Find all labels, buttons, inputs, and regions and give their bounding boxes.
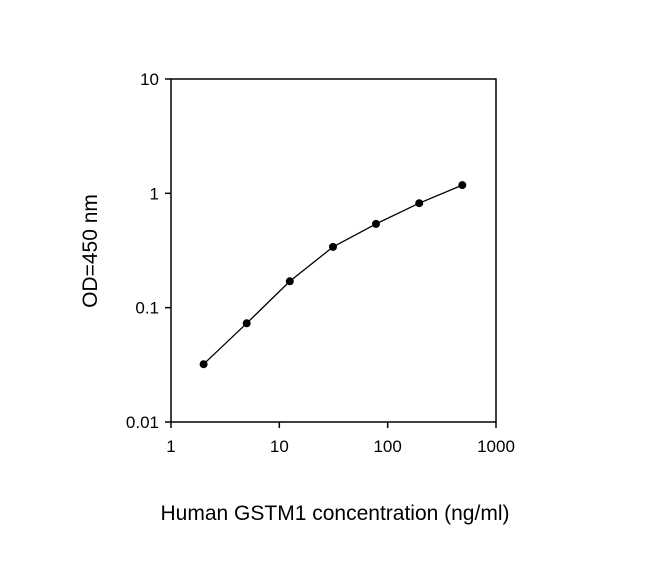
data-point bbox=[372, 219, 380, 228]
x-axis: 1 10 100 1000 bbox=[166, 422, 515, 456]
series-line bbox=[203, 184, 463, 365]
x-tick-label: 1 bbox=[166, 437, 175, 456]
y-tick-label: 1 bbox=[150, 184, 159, 203]
y-axis-title: OD=450 nm bbox=[79, 194, 102, 308]
data-point bbox=[242, 319, 251, 328]
data-point bbox=[415, 199, 424, 208]
y-tick-label: 0.01 bbox=[126, 413, 159, 432]
plot-frame bbox=[170, 78, 497, 423]
y-tick-label: 10 bbox=[140, 70, 159, 89]
data-series bbox=[199, 181, 467, 369]
data-point bbox=[199, 360, 208, 369]
x-tick-label: 1000 bbox=[477, 437, 515, 456]
y-tick-label: 0.1 bbox=[135, 299, 159, 318]
data-point bbox=[329, 242, 337, 251]
data-point bbox=[458, 181, 467, 190]
data-point bbox=[285, 277, 294, 286]
x-tick-label: 10 bbox=[270, 437, 289, 456]
x-axis-title: Human GSTM1 concentration (ng/ml) bbox=[161, 502, 510, 525]
y-axis: 10 1 0.1 0.01 bbox=[126, 70, 171, 432]
x-tick-label: 100 bbox=[373, 437, 401, 456]
